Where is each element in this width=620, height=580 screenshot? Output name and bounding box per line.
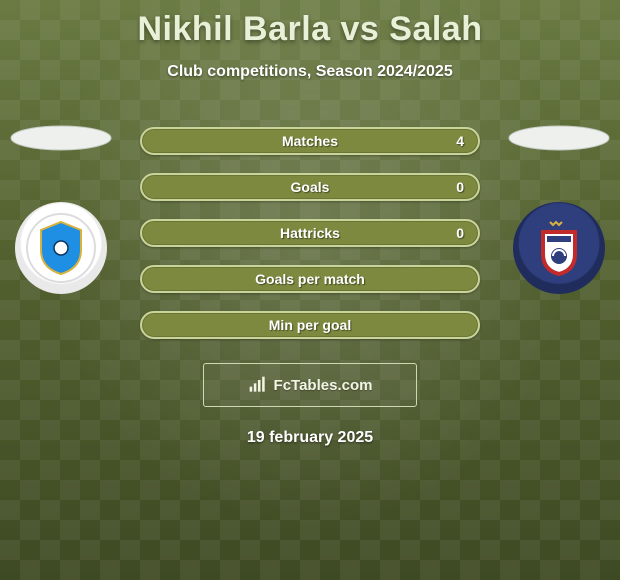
club-badge-jamshedpur — [15, 202, 107, 294]
stat-rows: Matches 4 Goals 0 Hattricks 0 Goals per … — [140, 127, 480, 339]
stat-row-goals: Goals 0 — [140, 173, 480, 201]
barchart-icon — [248, 375, 268, 395]
stat-label: Hattricks — [280, 225, 340, 241]
subtitle: Club competitions, Season 2024/2025 — [167, 63, 452, 81]
bengaluru-logo-icon — [523, 212, 595, 284]
stat-row-matches: Matches 4 — [140, 127, 480, 155]
page-title: Nikhil Barla vs Salah — [138, 10, 483, 49]
player-silhouette-left — [9, 124, 113, 152]
watermark-label: FcTables.com — [274, 377, 373, 394]
stat-label: Matches — [282, 133, 338, 149]
jamshedpur-logo-icon — [25, 212, 97, 284]
stat-row-goals-per-match: Goals per match — [140, 265, 480, 293]
watermark[interactable]: FcTables.com — [203, 363, 417, 407]
stat-right-value: 0 — [456, 225, 464, 241]
player-silhouette-right — [507, 124, 611, 152]
stat-label: Goals per match — [255, 271, 365, 287]
stat-row-min-per-goal: Min per goal — [140, 311, 480, 339]
right-side — [504, 120, 614, 294]
stat-row-hattricks: Hattricks 0 — [140, 219, 480, 247]
stat-label: Goals — [291, 179, 330, 195]
stat-label: Min per goal — [269, 317, 351, 333]
stat-right-value: 4 — [456, 133, 464, 149]
stat-right-value: 0 — [456, 179, 464, 195]
left-side — [6, 120, 116, 294]
date-label: 19 february 2025 — [247, 429, 373, 447]
club-badge-bengaluru — [513, 202, 605, 294]
